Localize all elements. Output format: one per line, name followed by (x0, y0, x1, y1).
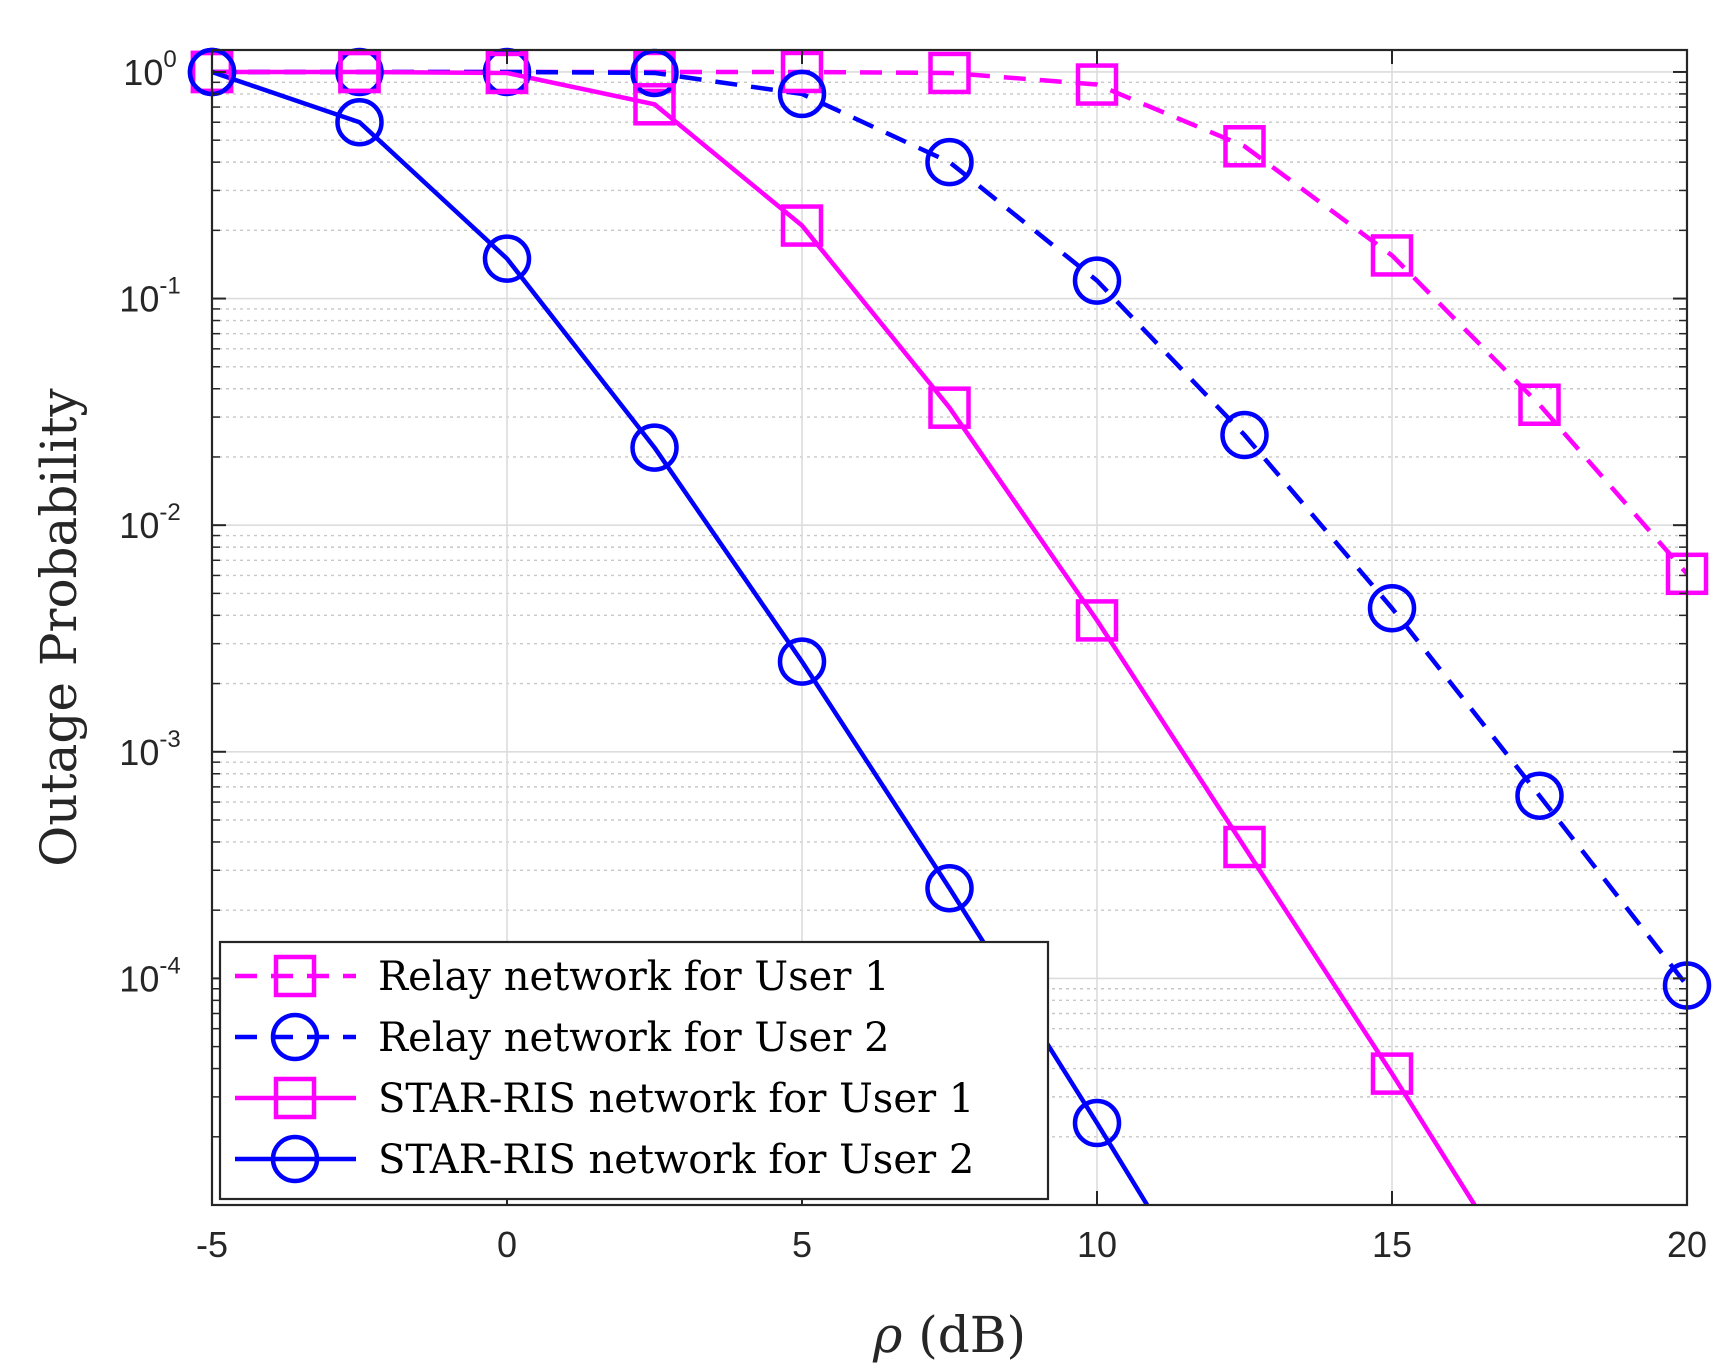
data-point-series-4 (1072, 1098, 1122, 1148)
y-axis-label: Outage Probability (30, 388, 88, 867)
x-tick-label: -5 (196, 1224, 228, 1265)
y-tick-exponent: -1 (159, 273, 180, 300)
legend-label-2: Relay network for User 2 (378, 1015, 890, 1061)
data-point-series-1 (1370, 234, 1414, 277)
data-point-series-1 (1223, 125, 1266, 168)
data-point-series-3 (928, 386, 971, 429)
y-tick-label: 10-2 (119, 499, 180, 546)
data-point-series-1 (1075, 63, 1119, 106)
data-point-series-1 (928, 51, 971, 95)
y-tick-label: 10-1 (119, 273, 180, 320)
data-point-series-3 (1223, 825, 1266, 869)
data-point-series-2 (777, 69, 827, 119)
y-tick-label: 10-4 (119, 952, 180, 999)
y-tick-exponent: 0 (163, 46, 176, 73)
x-axis-unit: (dB) (902, 1306, 1026, 1364)
y-tick-label: 10-3 (119, 726, 180, 773)
legend-label-4: STAR-RIS network for User 2 (378, 1137, 974, 1183)
x-tick-label: 15 (1372, 1224, 1412, 1265)
legend: Relay network for User 1 Relay network fo… (218, 940, 1050, 1201)
data-point-series-3 (338, 50, 381, 94)
data-point-series-2 (1220, 410, 1269, 460)
data-point-series-4 (335, 97, 384, 147)
x-tick-label: 5 (792, 1224, 812, 1265)
data-point-series-3 (1370, 1052, 1414, 1095)
legend-box (218, 940, 1050, 1201)
data-point-series-2 (1367, 583, 1417, 633)
legend-marker-3 (273, 1076, 317, 1120)
legend-marker-2 (270, 1012, 320, 1062)
series-line-3 (212, 69, 1477, 1205)
x-tick-label: 10 (1077, 1224, 1117, 1265)
data-point-series-3 (633, 83, 676, 126)
x-tick-label: 20 (1667, 1224, 1707, 1265)
legend-label-3: STAR-RIS network for User 1 (378, 1076, 974, 1122)
series-line-4 (212, 69, 1150, 1205)
legend-marker-4 (270, 1134, 320, 1184)
y-tick-exponent: -4 (159, 952, 180, 979)
data-point-series-3 (780, 204, 824, 247)
data-point-series-4 (630, 423, 679, 472)
data-point-series-4 (482, 234, 532, 283)
x-axis-label: ρ (dB) (872, 1306, 1026, 1364)
data-point-series-2 (1072, 256, 1122, 305)
plot-area (212, 69, 1687, 1205)
x-axis-symbol: ρ (872, 1306, 903, 1364)
y-tick-label: 100 (123, 46, 176, 93)
data-point-series-4 (777, 637, 827, 686)
data-point-series-2 (925, 137, 974, 187)
data-point-series-1 (1518, 383, 1561, 426)
y-tick-exponent: -2 (159, 499, 180, 526)
series-line-1 (212, 69, 1687, 576)
x-tick-label: 0 (497, 1224, 517, 1265)
legend-marker-1 (273, 954, 317, 998)
legend-label-1: Relay network for User 1 (378, 954, 890, 1000)
axes-box (210, 48, 1689, 1207)
data-point-series-4 (925, 863, 974, 913)
data-point-series-2 (1515, 771, 1564, 820)
data-point-series-3 (1075, 599, 1119, 642)
y-tick-exponent: -3 (159, 726, 180, 753)
